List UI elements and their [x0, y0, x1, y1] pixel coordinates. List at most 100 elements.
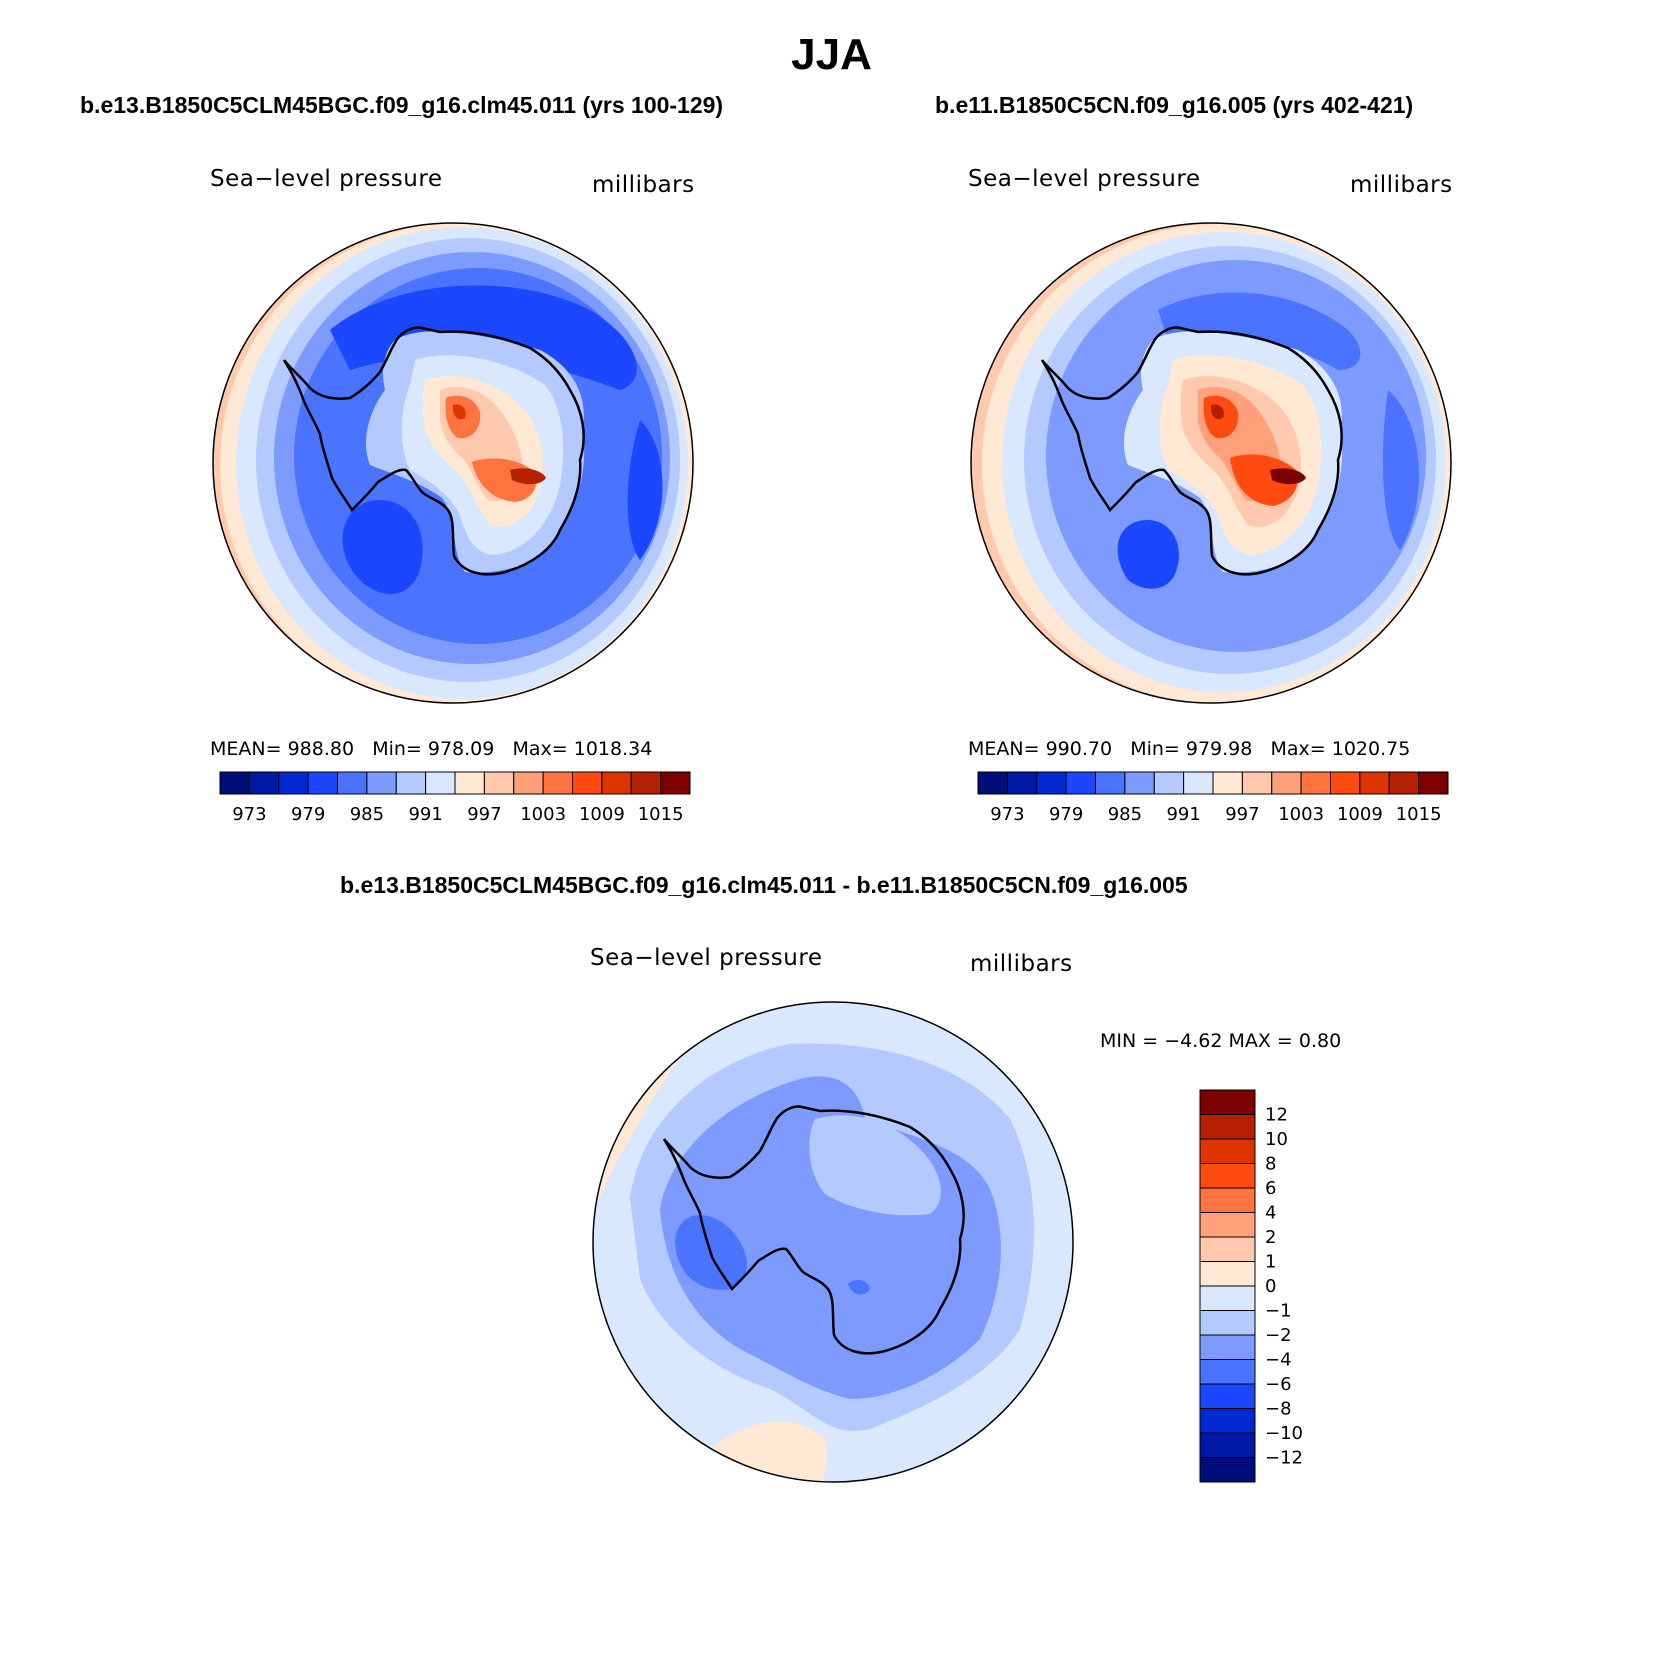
p2-colorbar-tick-1: 979: [1049, 804, 1083, 825]
p2-colorbar-swatch-6: [1153, 771, 1185, 795]
p1-colorbar-swatch-5: [366, 771, 397, 795]
p1-colorbar-swatch-10: [513, 771, 544, 795]
p2-colorbar-tick-5: 1003: [1278, 804, 1324, 825]
p1-dome-c-peak: [510, 468, 546, 485]
p2-colorbar-swatch-9: [1241, 771, 1273, 795]
p1-colorbar-swatch-9: [483, 771, 515, 795]
diff-slp-map: [592, 1001, 1074, 1483]
p2-colorbar-tick-7: 1015: [1396, 804, 1442, 825]
panel1-stats: MEAN= 988.80 Min= 978.09 Max= 1018.34: [210, 738, 652, 760]
panel2-stats: MEAN= 990.70 Min= 979.98 Max= 1020.75: [968, 738, 1410, 760]
diff-colorbar-swatch-3: [1199, 1163, 1256, 1189]
p2-colorbar-tick-2: 985: [1108, 804, 1142, 825]
p2-colorbar-swatch-4: [1095, 771, 1126, 795]
p1-colorbar-tick-7: 1015: [638, 804, 684, 825]
p2-colorbar-tick-3: 991: [1166, 804, 1200, 825]
panel1-case-title: b.e13.B1850C5CLM45BGC.f09_g16.clm45.011 …: [80, 92, 724, 118]
diff-colorbar-swatch-1: [1199, 1114, 1256, 1140]
diff-colorbar-swatch-10: [1199, 1334, 1256, 1360]
diff-colorbar-tick-3: 6: [1265, 1178, 1276, 1199]
diff-colorbar-swatch-6: [1199, 1236, 1256, 1262]
p1-colorbar-swatch-1: [248, 771, 280, 795]
diff-colorbar-tick-11: −6: [1265, 1374, 1292, 1395]
p1-colorbar-swatch-7: [425, 771, 456, 795]
p2-colorbar-swatch-14: [1388, 771, 1420, 795]
p1-colorbar-swatch-13: [601, 771, 632, 795]
p2-colorbar-tick-0: 973: [990, 804, 1024, 825]
p2-colorbar-swatch-0: [977, 771, 1008, 795]
p1-dome-a-peak: [452, 404, 466, 420]
p1-colorbar-tick-5: 1003: [520, 804, 566, 825]
p2-low-north: [1158, 292, 1361, 370]
p1-colorbar-swatch-3: [307, 771, 338, 795]
p2-colorbar-tick-6: 1009: [1337, 804, 1383, 825]
p2-max-value: 1020.75: [1331, 738, 1411, 760]
p1-colorbar-tick-3: 991: [408, 804, 442, 825]
p1-colorbar-tick-0: 973: [232, 804, 266, 825]
diff-units-label: millibars: [970, 951, 1073, 977]
p2-dome-c-peak: [1270, 468, 1306, 485]
d-plateau-minus1: [809, 1115, 941, 1216]
diff-colorbar-swatch-11: [1199, 1359, 1256, 1385]
p1-colorbar-tick-6: 1009: [579, 804, 625, 825]
diff-colorbar-tick-0: 12: [1265, 1105, 1288, 1126]
p2-colorbar-swatch-11: [1300, 771, 1331, 795]
p1-colorbar-tick-1: 979: [291, 804, 325, 825]
p2-colorbar-swatch-2: [1036, 771, 1067, 795]
diff-colorbar-swatch-0: [1199, 1089, 1256, 1115]
diff-min-max: MIN = −4.62 MAX = 0.80: [1100, 1030, 1342, 1052]
diff-colorbar-tick-14: −12: [1265, 1448, 1303, 1469]
diff-colorbar-tick-12: −8: [1265, 1399, 1292, 1420]
p2-map-border: [970, 222, 1452, 704]
diff-colorbar-swatch-8: [1199, 1285, 1256, 1311]
panel1-variable-label: Sea−level pressure: [210, 166, 443, 192]
p2-max-label: Max=: [1270, 738, 1326, 760]
p1-colorbar-swatch-14: [630, 771, 662, 795]
diff-colorbar-tick-10: −4: [1265, 1350, 1292, 1371]
p1-mean-value: 988.80: [287, 738, 355, 760]
p1-max-label: Max=: [512, 738, 568, 760]
panel1-slp-map: [212, 222, 694, 704]
diff-colorbar-tick-5: 2: [1265, 1227, 1276, 1248]
diff-colorbar-tick-1: 10: [1265, 1129, 1288, 1150]
diff-colorbar-swatch-14: [1199, 1432, 1256, 1458]
figure-title: JJA: [791, 30, 872, 79]
p2-low-east: [1382, 390, 1419, 550]
p1-colorbar-swatch-12: [572, 771, 603, 795]
diff-colorbar-tick-6: 1: [1265, 1252, 1276, 1273]
p2-colorbar-swatch-12: [1330, 771, 1361, 795]
p2-mean-label: MEAN=: [968, 738, 1040, 760]
diff-case-title: b.e13.B1850C5CLM45BGC.f09_g16.clm45.011 …: [340, 872, 1188, 898]
panel2-case-title: b.e11.B1850C5CN.f09_g16.005 (yrs 402-421…: [935, 92, 1414, 118]
p1-colorbar-swatch-8: [454, 771, 485, 795]
diff-colorbar-tick-8: −1: [1265, 1301, 1292, 1322]
p1-min-value: 978.09: [427, 738, 495, 760]
diff-variable-label: Sea−level pressure: [590, 945, 823, 971]
diff-colorbar-swatch-13: [1199, 1408, 1256, 1434]
diff-colorbar-swatch-12: [1199, 1383, 1256, 1409]
d-low-small: [848, 1279, 870, 1295]
p1-max-value: 1018.34: [573, 738, 653, 760]
p2-colorbar-swatch-3: [1065, 771, 1096, 795]
panel2-variable-label: Sea−level pressure: [968, 166, 1201, 192]
p2-min-value: 979.98: [1185, 738, 1253, 760]
p1-low-east: [627, 420, 663, 560]
diff-colorbar-swatch-15: [1199, 1457, 1256, 1483]
diff-colorbar-tick-9: −2: [1265, 1325, 1292, 1346]
p1-colorbar-swatch-2: [278, 771, 309, 795]
diff-colorbar-tick-13: −10: [1265, 1423, 1303, 1444]
p2-colorbar-swatch-13: [1359, 771, 1390, 795]
p1-colorbar-swatch-4: [337, 771, 368, 795]
p2-colorbar-swatch-1: [1006, 771, 1038, 795]
p2-colorbar-swatch-8: [1212, 771, 1243, 795]
p2-colorbar-swatch-7: [1183, 771, 1214, 795]
panel1-units-label: millibars: [592, 172, 695, 198]
diff-colorbar-swatch-2: [1199, 1138, 1256, 1164]
p2-min-label: Min=: [1130, 738, 1180, 760]
p2-colorbar-tick-4: 997: [1225, 804, 1259, 825]
p2-colorbar-swatch-5: [1124, 771, 1155, 795]
diff-colorbar-tick-2: 8: [1265, 1154, 1276, 1175]
p2-low-ross: [1117, 520, 1179, 589]
d-antarctica-coastline: [662, 1105, 965, 1355]
p1-mean-label: MEAN=: [210, 738, 282, 760]
